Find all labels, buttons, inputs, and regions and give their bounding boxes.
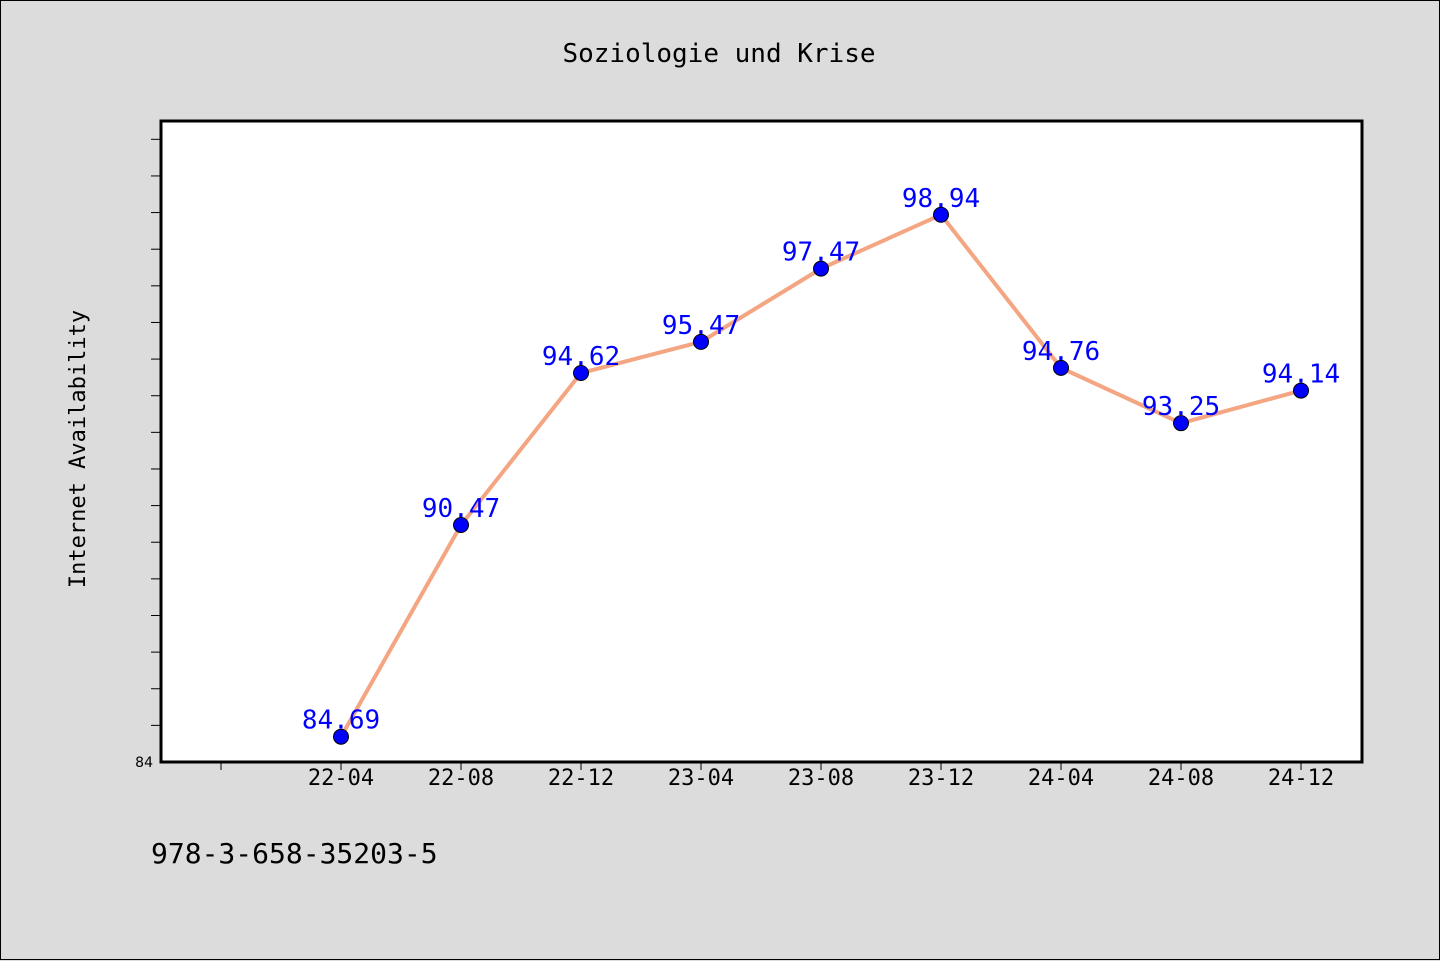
x-tick-label: 24-12 [1268,766,1334,791]
data-point-marker [1053,359,1069,376]
x-axis-ticks: 22-04 22-08 22-12 23-04 23-08 23-12 24-04 24-08… [220,762,1334,791]
data-point-marker [1293,382,1309,399]
x-tick-label: 22-08 [428,766,494,791]
x-tick-label: 23-08 [788,766,854,791]
data-label: 98.94 [902,184,980,214]
y-axis-label: Internet Availability [66,310,91,588]
y-tick-label: 84 [135,755,153,771]
x-tick-label: 23-12 [908,766,974,791]
series-group: 84.69 90.47 94.62 95.47 97.47 98.94 94.76 93.25… [302,184,1340,745]
data-point-marker [813,260,829,277]
x-tick-label: 24-08 [1148,766,1214,791]
plot-area [159,119,1364,764]
data-label: 94.14 [1262,360,1340,390]
isbn-footer-text: 978-3-658-35203-5 [151,837,438,870]
data-label: 84.69 [302,706,380,736]
chart-title: Soziologie und Krise [562,39,875,69]
y-axis-ticks: 84 [135,138,161,771]
data-point-marker [453,517,469,534]
data-label: 93.25 [1142,392,1220,422]
data-label: 97.47 [782,238,860,268]
x-tick-label: 24-04 [1028,766,1094,791]
data-label: 94.76 [1022,337,1100,367]
x-tick-label: 23-04 [668,766,734,791]
data-point-marker [933,206,949,223]
x-tick-label: 22-12 [548,766,614,791]
data-point-marker [693,333,709,350]
data-label: 95.47 [662,311,740,341]
data-label: 94.62 [542,342,620,372]
data-point-marker [1173,415,1189,432]
data-label: 90.47 [422,494,500,524]
x-tick-label: 22-04 [308,766,374,791]
data-point-marker [333,728,349,745]
data-point-marker [573,365,589,382]
